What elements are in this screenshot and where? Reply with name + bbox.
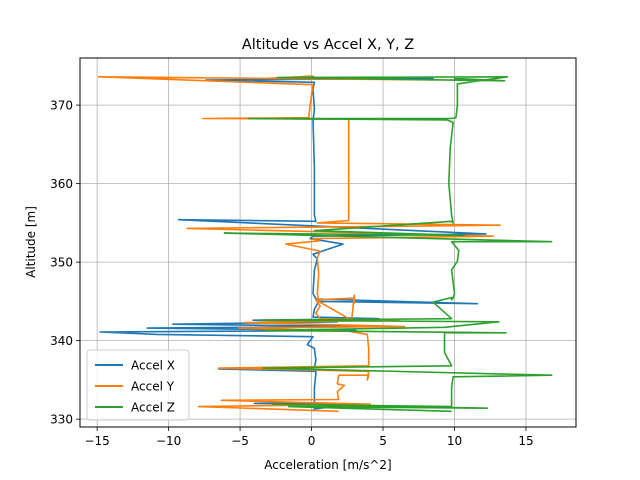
y-tick-label: 330 <box>50 413 73 427</box>
x-tick-label: 5 <box>379 434 387 448</box>
plot-frame <box>79 57 577 428</box>
legend: Accel X Accel Y Accel Z <box>86 349 190 421</box>
legend-label: Accel X <box>131 359 175 373</box>
legend-items: Accel X Accel Y Accel Z <box>95 359 175 415</box>
y-tick-label: 360 <box>50 177 73 191</box>
x-axis-label: Acceleration [m/s^2] <box>264 458 391 472</box>
x-tick-label: −15 <box>84 434 109 448</box>
series-line-accel-y <box>97 75 502 413</box>
legend-label: Accel Z <box>131 401 175 415</box>
series-line-accel-x <box>99 76 487 412</box>
y-tick-label: 340 <box>50 334 73 348</box>
y-tick-label: 370 <box>50 99 73 113</box>
y-axis-label: Altitude [m] <box>24 206 38 278</box>
legend-label: Accel Y <box>131 380 175 394</box>
legend-box <box>86 349 190 421</box>
x-tick-label: −10 <box>156 434 181 448</box>
series-layer <box>97 75 553 413</box>
ticks: −15 −10 −5 0 5 10 15 330 340 350 360 370 <box>50 99 534 448</box>
x-tick-label: −5 <box>231 434 249 448</box>
chart-title: Altitude vs Accel X, Y, Z <box>242 37 414 53</box>
y-tick-label: 350 <box>50 256 73 270</box>
x-tick-label: 0 <box>308 434 316 448</box>
x-tick-label: 15 <box>518 434 533 448</box>
series-line-accel-z <box>223 76 553 413</box>
x-tick-label: 10 <box>447 434 462 448</box>
